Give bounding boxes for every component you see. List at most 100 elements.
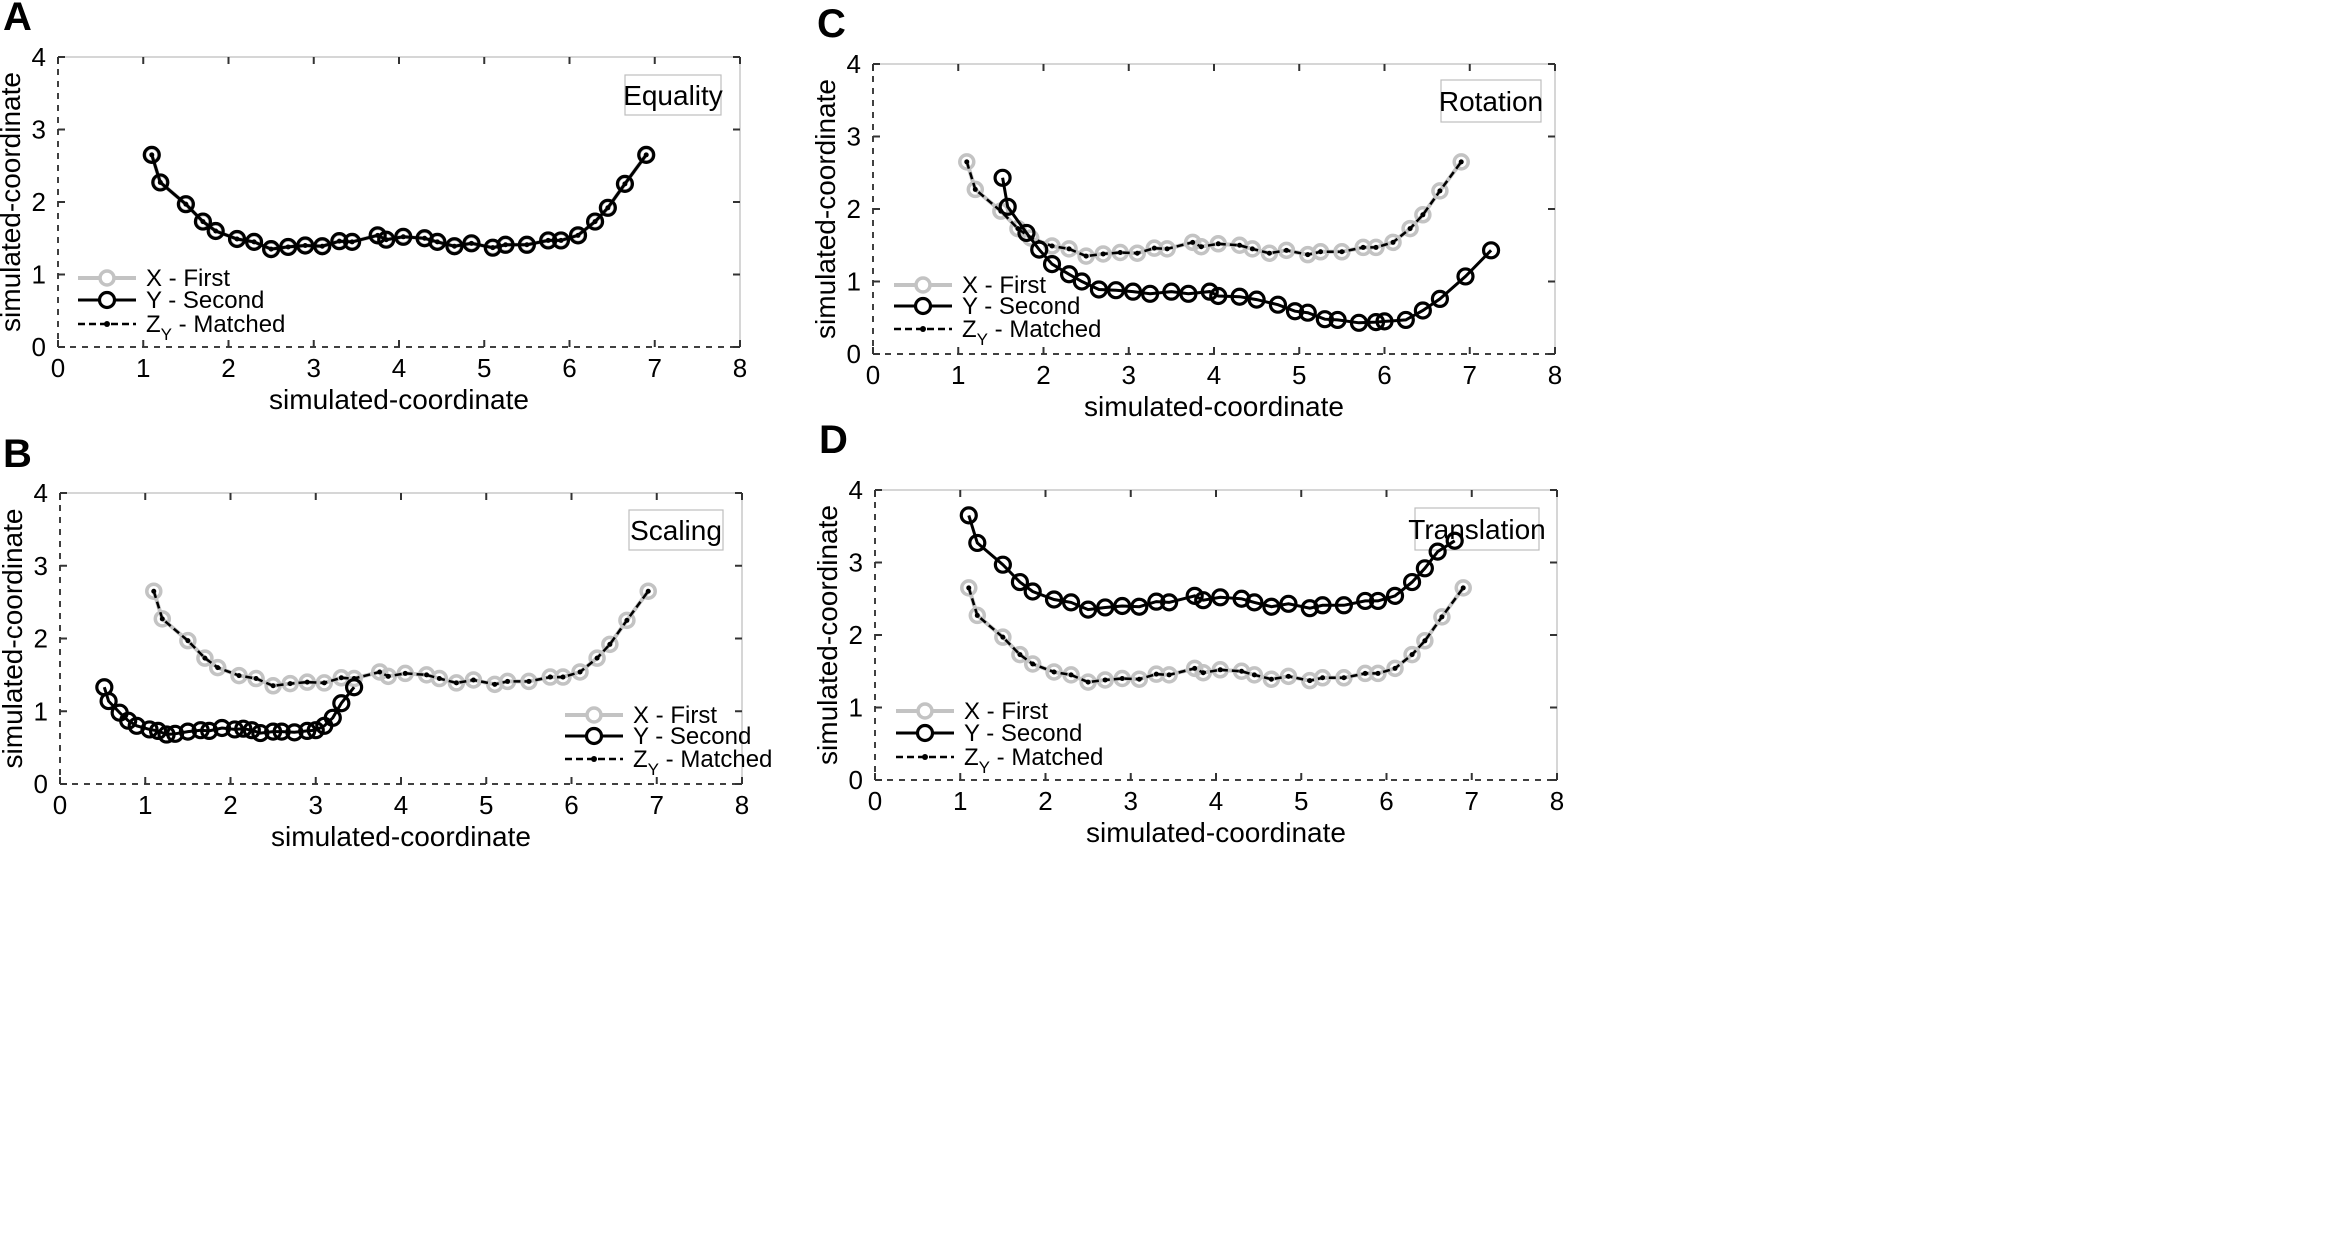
point-matched — [1285, 673, 1291, 679]
point-matched — [1068, 672, 1074, 678]
point-matched — [526, 678, 532, 684]
y-tick-label: 2 — [32, 187, 46, 217]
point-matched — [1239, 668, 1245, 674]
point-matched — [964, 159, 970, 165]
point-second — [1247, 290, 1266, 309]
point-second — [165, 724, 185, 743]
point-matched — [1215, 241, 1221, 247]
y-tick-label: 1 — [849, 693, 863, 723]
point-first — [1454, 579, 1472, 597]
series-line-second — [1001, 177, 1493, 325]
y-tick-label: 1 — [34, 696, 48, 726]
point-first — [1277, 241, 1296, 260]
point-first — [588, 649, 606, 667]
point-second — [637, 145, 656, 164]
point-matched — [1305, 252, 1311, 258]
series-line-matched — [967, 587, 1465, 684]
point-first — [1011, 645, 1029, 664]
point-matched — [302, 243, 308, 248]
legend-marker-matched — [922, 754, 928, 760]
point-matched — [1439, 614, 1445, 620]
panel-b: B0 1 2 3 4 5 6 7 801234simulated-coordinatesimul… — [0, 432, 772, 852]
point-matched — [1066, 246, 1072, 252]
panel-letter: A — [3, 0, 32, 39]
point-matched — [1117, 250, 1123, 255]
point-matched — [1458, 159, 1464, 165]
series-line-matched — [150, 154, 648, 251]
x-tick-label: 2 — [1038, 786, 1052, 816]
panel-a: A0 1 2 3 4 5 6 7 801234simulated-coordinatesimul… — [0, 0, 747, 415]
legend-marker-second — [584, 726, 604, 746]
point-second — [313, 237, 332, 256]
point-second — [993, 168, 1012, 187]
x-tick-label: 3 — [309, 790, 323, 820]
legend-label-second: Y - Second — [633, 723, 751, 750]
legend-marker-matched — [591, 756, 597, 762]
x-tick-label: 5 — [1294, 786, 1308, 816]
x-tick-label: 6 — [564, 790, 578, 820]
point-matched — [545, 237, 551, 243]
point-second — [1413, 301, 1432, 320]
point-second — [142, 145, 161, 164]
point-matched — [422, 235, 428, 241]
y-tick-label: 3 — [34, 551, 48, 581]
point-matched — [1100, 251, 1106, 257]
point-matched — [1030, 661, 1036, 667]
point-second — [598, 198, 617, 217]
point-second — [1079, 600, 1098, 619]
legend-label-first: X - First — [964, 698, 1048, 725]
point-matched — [1409, 652, 1415, 658]
point-first — [153, 610, 172, 628]
point-matched — [1339, 249, 1345, 255]
x-tick-label: 1 — [953, 786, 967, 816]
point-second — [1385, 586, 1405, 605]
point-first — [520, 672, 538, 691]
x-tick-label: 1 — [138, 790, 152, 820]
point-matched — [202, 655, 208, 661]
panel-letter: B — [3, 432, 32, 476]
point-first — [1401, 219, 1419, 238]
point-matched — [336, 238, 342, 244]
point-second — [140, 720, 159, 739]
panel-letter: D — [819, 418, 848, 462]
point-matched — [451, 243, 457, 249]
x-tick-label: 0 — [868, 786, 882, 816]
point-first — [1386, 659, 1404, 678]
point-second — [242, 721, 261, 740]
point-matched — [1083, 253, 1089, 259]
point-matched — [385, 673, 391, 679]
point-second — [968, 533, 987, 553]
point-matched — [605, 205, 611, 211]
point-second — [959, 506, 978, 525]
point-matched — [1318, 249, 1324, 255]
legend-label-first: X - First — [633, 702, 717, 729]
point-first — [1414, 206, 1432, 224]
point-second — [993, 555, 1012, 574]
y-tick-label: 0 — [849, 765, 863, 795]
point-first — [960, 579, 978, 597]
point-second — [1044, 590, 1064, 609]
chart-title: Translation — [1408, 514, 1545, 545]
point-matched — [558, 237, 564, 243]
point-second — [1061, 593, 1081, 612]
point-second — [1140, 284, 1160, 303]
point-matched — [1420, 212, 1426, 218]
point-second — [1375, 312, 1394, 331]
y-tick-label: 4 — [34, 478, 48, 508]
point-matched — [1341, 675, 1347, 681]
point-matched — [594, 655, 600, 661]
point-second — [148, 721, 168, 740]
point-matched — [1362, 670, 1368, 676]
point-first — [1433, 608, 1451, 626]
x-tick-label: 6 — [1379, 786, 1393, 816]
x-axis-label: simulated-coordinate — [271, 821, 531, 852]
point-matched — [268, 246, 274, 252]
point-matched — [1390, 239, 1396, 245]
point-matched — [1134, 250, 1140, 256]
point-matched — [1200, 670, 1206, 676]
point-matched — [1085, 679, 1091, 685]
x-tick-label: 7 — [1463, 360, 1477, 390]
point-second — [1211, 588, 1230, 607]
panel-c: C0 1 2 3 4 5 6 7 801234simulated-coordinatesimul… — [810, 2, 1562, 422]
